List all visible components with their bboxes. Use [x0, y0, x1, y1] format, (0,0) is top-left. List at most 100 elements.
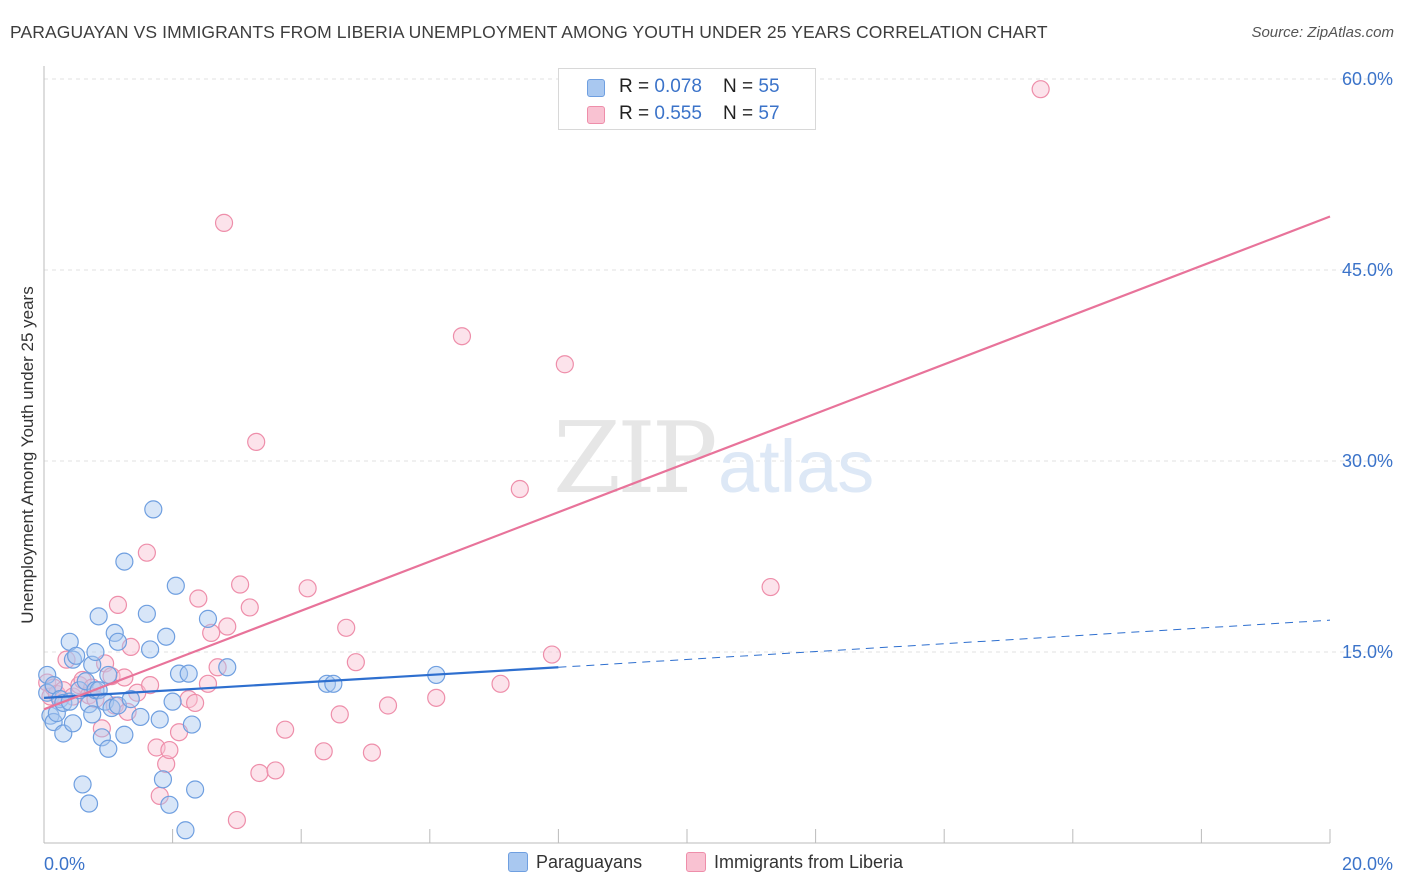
liberia-point — [542, 645, 562, 664]
liberia-point — [108, 595, 128, 614]
liberia-point — [189, 589, 208, 608]
grid-lines — [44, 78, 1392, 653]
liberia-point — [137, 543, 156, 562]
paraguayan-point — [157, 627, 176, 646]
liberia-point — [227, 810, 246, 830]
liberia-point — [378, 696, 398, 715]
liberia-point — [314, 742, 333, 761]
legend-label: Paraguayans — [536, 852, 643, 872]
r-value: 0.078 — [654, 76, 702, 97]
y-tick-label: 15.0% — [1342, 642, 1393, 662]
liberia-point — [250, 763, 269, 783]
x-tick-label: 20.0% — [1342, 854, 1393, 874]
paraguayan-point — [121, 690, 140, 709]
paraguayan-point — [67, 646, 86, 665]
paraguayan-point — [163, 692, 182, 711]
paraguayan-point — [38, 665, 57, 685]
paraguayan-point — [182, 715, 201, 734]
r-label: R = — [619, 76, 655, 97]
tick-labels: 15.0% 30.0% 45.0% 60.0% 0.0% 20.0% — [44, 69, 1393, 874]
watermark: ZIP atlas — [553, 402, 874, 516]
liberia-trend-line — [43, 215, 1331, 711]
paraguayan-point — [317, 674, 337, 693]
paraguayan-point — [115, 552, 134, 571]
paraguayan-point — [86, 642, 105, 662]
paraguayan-point — [169, 664, 189, 683]
liberia-point — [761, 577, 780, 597]
liberia-point — [555, 355, 574, 374]
n-label: N = — [723, 76, 759, 97]
legend-item-paraguayans[interactable]: Paraguayans — [508, 852, 642, 873]
n-value: 55 — [758, 76, 780, 97]
axes — [43, 66, 1331, 844]
legend-label: Immigrants from Liberia — [714, 852, 904, 872]
stats-swatch-blue — [587, 79, 605, 97]
liberia-point — [218, 617, 237, 636]
paraguayan-point — [144, 500, 163, 519]
liberia-point — [346, 653, 365, 672]
paraguayan-point — [108, 632, 128, 651]
liberia-point — [1031, 80, 1050, 99]
paraguayan-point — [99, 665, 118, 685]
liberia-point — [247, 432, 266, 451]
liberia-point — [186, 693, 205, 713]
liberia-point — [214, 213, 234, 232]
paraguayan-point — [115, 725, 134, 744]
watermark-atlas: atlas — [718, 425, 874, 508]
n-label: N = — [723, 103, 759, 124]
liberia-point — [157, 754, 176, 774]
liberia-point — [198, 674, 218, 693]
paraguayan-point — [176, 821, 195, 840]
liberia-point — [427, 688, 446, 707]
liberia-point — [208, 658, 227, 677]
liberia-point — [202, 623, 221, 643]
y-tick-label: 45.0% — [1342, 260, 1393, 280]
paraguayan-point — [92, 728, 111, 747]
liberia-point — [491, 674, 510, 693]
paraguayan-point — [79, 794, 99, 813]
liberia-point — [510, 479, 529, 499]
legend-item-liberia[interactable]: Immigrants from Liberia — [686, 852, 903, 873]
legend-swatch-blue — [508, 852, 528, 872]
source-label: Source: ZipAtlas.com — [1251, 24, 1394, 41]
liberia-point — [337, 618, 356, 637]
paraguayan-point — [166, 576, 185, 595]
stats-legend: R = 0.078 N = 55 R = 0.555 N = 57 — [558, 68, 816, 130]
legend-swatch-pink — [686, 852, 706, 872]
liberia-point — [362, 743, 382, 762]
trend-lines — [43, 215, 1331, 711]
liberia-point — [231, 575, 250, 594]
paraguayan-point — [160, 795, 179, 814]
y-tick-label: 30.0% — [1342, 451, 1393, 471]
r-label: R = — [619, 103, 655, 124]
paraguayan-point — [99, 739, 118, 758]
liberia-point — [266, 761, 285, 780]
stats-row-paraguayans: R = 0.078 N = 55 — [619, 76, 780, 98]
paraguayan-point — [137, 604, 156, 623]
liberia-point — [140, 676, 160, 695]
paraguayan-point — [186, 780, 205, 799]
paraguayan-point — [153, 770, 173, 789]
stats-swatch-pink — [587, 106, 605, 124]
paraguayan-point — [89, 607, 108, 626]
liberia-point — [452, 327, 472, 346]
liberia-points — [38, 80, 1050, 830]
paraguayan-point — [179, 664, 198, 683]
liberia-point — [276, 720, 295, 739]
paraguayan-point — [63, 714, 83, 733]
paraguayan-point — [83, 705, 102, 724]
paraguayan-point — [131, 707, 150, 727]
liberia-point — [298, 579, 317, 598]
liberia-point — [57, 650, 76, 669]
x-tick-label: 0.0% — [44, 854, 85, 874]
paraguayan-point — [218, 658, 237, 677]
liberia-point — [330, 705, 349, 724]
paraguayan-trend-line — [43, 666, 559, 699]
watermark-zip: ZIP — [553, 402, 715, 516]
paraguayan-point — [324, 674, 343, 693]
liberia-point — [160, 740, 179, 760]
paraguayan-points — [38, 500, 446, 840]
n-value: 57 — [758, 103, 780, 124]
paraguayan-point — [198, 609, 218, 628]
paraguayan-point — [140, 640, 160, 659]
